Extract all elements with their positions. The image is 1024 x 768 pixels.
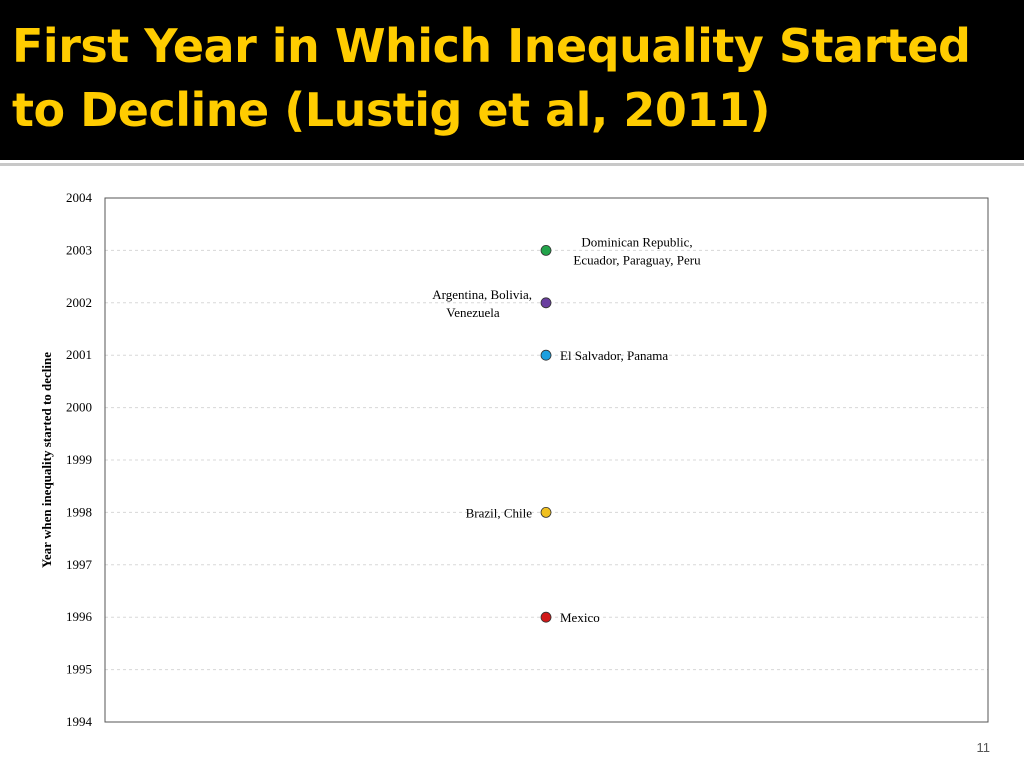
title-bar: First Year in Which Inequality Started t… [0,0,1024,160]
y-tick-label: 2004 [66,190,93,205]
data-label-line: Ecuador, Paraguay, Peru [573,252,701,267]
data-point [540,507,552,518]
y-tick-label: 2000 [66,400,92,415]
data-label: El Salvador, Panama [560,348,668,363]
data-point [540,611,552,623]
y-tick-label: 1996 [66,609,93,624]
data-label-line: Mexico [560,610,600,625]
data-label-line: Dominican Republic, [581,234,692,249]
y-tick-label: 1999 [66,452,92,467]
y-tick-label: 1998 [66,504,92,519]
y-axis-title: Year when inequality started to decline [39,352,54,568]
slide-title: First Year in Which Inequality Started t… [12,19,971,137]
slide-number: 11 [976,740,991,755]
plot-area [104,197,989,723]
y-tick-label: 1997 [66,557,93,572]
y-tick-label: 1995 [66,662,92,677]
data-label: Brazil, Chile [466,505,533,520]
data-label-line: Brazil, Chile [466,505,533,520]
data-label-line: El Salvador, Panama [560,348,668,363]
data-point [540,297,552,309]
data-label: Argentina, Bolivia, Venezuela [432,287,532,320]
y-tick-label: 2003 [66,242,92,257]
data-label: Mexico [560,610,600,625]
data-label: Dominican Republic, Ecuador, Paraguay, Pe… [573,234,701,267]
data-point [540,349,552,361]
title-divider [0,163,1024,166]
data-label-line: Argentina, Bolivia, [432,287,532,302]
y-tick-label: 2001 [66,347,92,362]
y-tick-label: 2002 [66,295,92,310]
data-point [540,244,552,256]
y-tick-label: 1994 [66,714,93,729]
data-label-line: Venezuela [446,305,500,320]
